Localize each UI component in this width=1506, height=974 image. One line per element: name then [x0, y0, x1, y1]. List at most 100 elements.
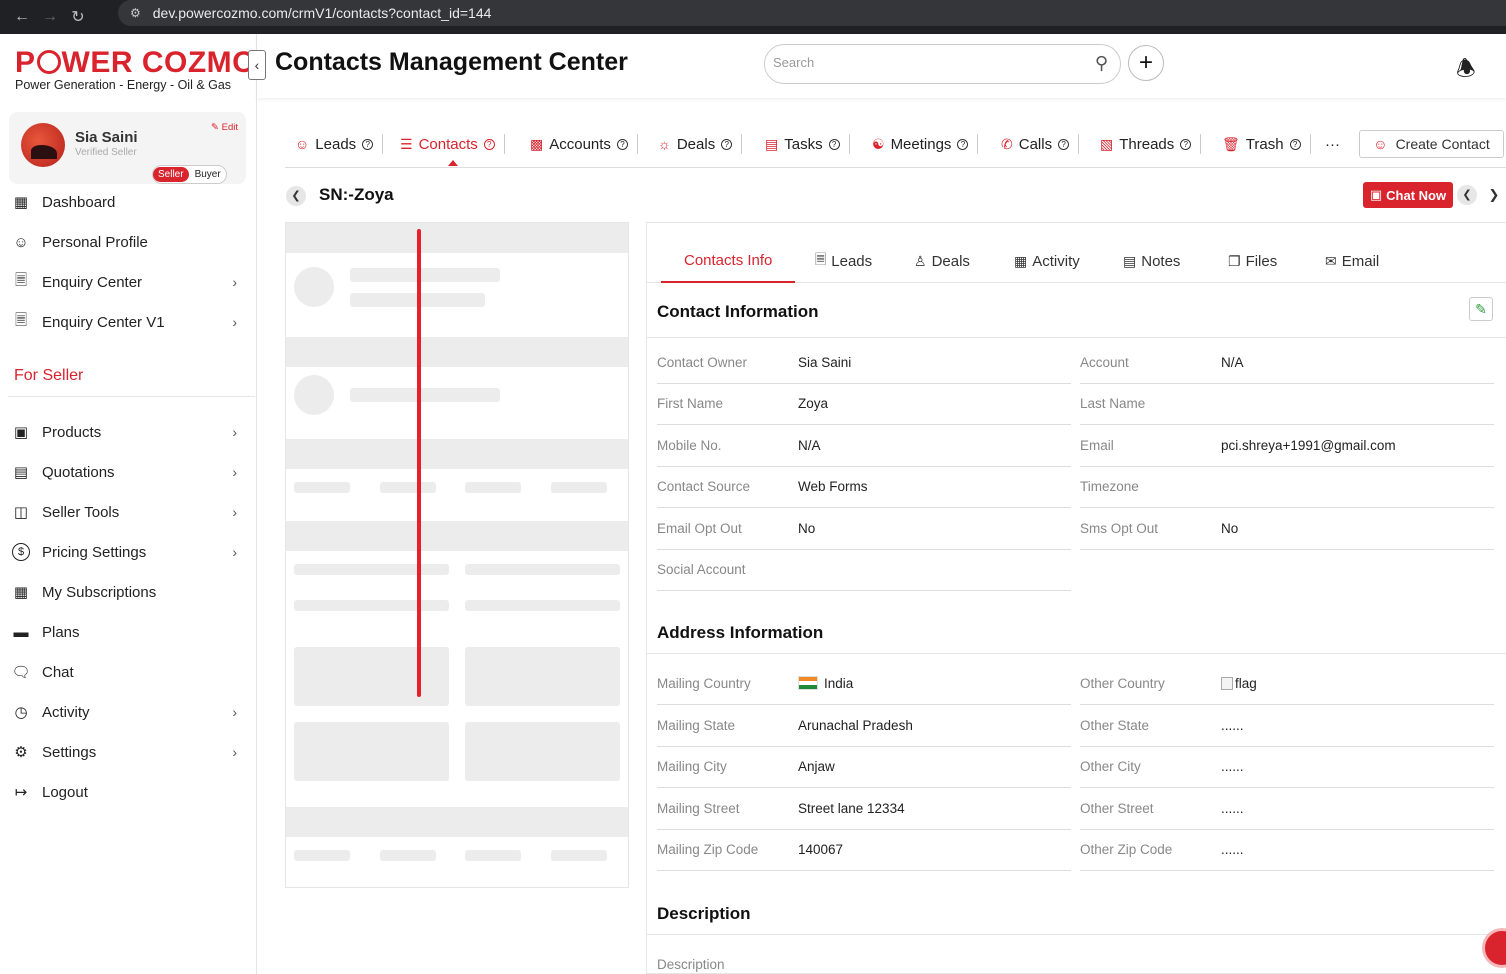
profile-edit-link[interactable]: ✎ Edit	[211, 122, 238, 133]
next-record-button[interactable]: ❯	[1486, 185, 1502, 205]
create-contact-button[interactable]: ☺ Create Contact	[1359, 130, 1504, 158]
profile-subtitle: Verified Seller	[75, 147, 137, 158]
divider	[647, 337, 1506, 338]
forward-arrow-icon[interactable]: →	[42, 8, 58, 25]
sidebar-item-personal-profile[interactable]: ☺ Personal Profile	[13, 233, 148, 251]
sidebar-item-enquiry-center[interactable]: 🗏 Enquiry Center ›	[0, 262, 257, 302]
skeleton-block	[465, 722, 620, 781]
search-icon[interactable]: ⚲	[1094, 53, 1108, 73]
sidebar-item-logout[interactable]: ↦ Logout	[0, 772, 257, 812]
chat-icon: ▣	[1369, 187, 1383, 202]
profile-name: Sia Saini	[75, 129, 138, 146]
divider	[636, 134, 638, 154]
image-icon: ▣	[13, 424, 29, 441]
back-arrow-icon[interactable]: ←	[14, 8, 30, 25]
site-settings-icon[interactable]: ⚙	[130, 6, 141, 20]
role-seller[interactable]: Seller	[153, 167, 189, 182]
previous-record-button[interactable]: ❮	[1457, 185, 1477, 205]
sidebar-item-chat[interactable]: 🗨 Chat	[11, 663, 74, 682]
field-mailing-street: Mailing Street Street lane 12334	[657, 788, 1071, 830]
sidebar-item-products[interactable]: ▣ Products ›	[13, 423, 237, 442]
skeleton-line	[465, 564, 620, 575]
field-other-state: Other State......	[1080, 705, 1494, 747]
profile-card: Sia Saini Verified Seller ✎ Edit Seller …	[9, 112, 246, 184]
sidebar-item-pricing-settings[interactable]: $ Pricing Settings ›	[0, 532, 257, 572]
contact-detail-panel: Contacts Info 🗏 Leads ♙ Deals ▦ Activity…	[646, 222, 1506, 974]
tab-tasks[interactable]: ▤ Tasks ?	[765, 128, 850, 160]
address-information-title: Address Information	[657, 623, 824, 642]
avatar[interactable]	[21, 123, 65, 167]
help-icon[interactable]: ?	[1058, 138, 1070, 150]
role-buyer[interactable]: Buyer	[194, 169, 221, 180]
tab-contacts[interactable]: ☰ Contacts ?	[400, 128, 505, 166]
address-bar[interactable]: ⚙ dev.powercozmo.com/crmV1/contacts?cont…	[118, 0, 1506, 26]
chevron-right-icon: ❯	[1488, 187, 1500, 202]
tab-contacts-info[interactable]: Contacts Info	[661, 239, 796, 283]
sidebar-item-activity[interactable]: ◷ Activity ›	[0, 692, 257, 732]
tab-threads[interactable]: ▧ Threads ?	[1100, 128, 1202, 160]
skeleton-line	[294, 850, 350, 861]
tab-detail-email[interactable]: ✉ Email	[1325, 252, 1380, 270]
help-icon[interactable]: ?	[616, 138, 628, 150]
notification-bell-icon[interactable]: 🕭	[1456, 56, 1476, 81]
sidebar-item-plans[interactable]: ▬ Plans	[13, 623, 80, 641]
divider	[1200, 134, 1202, 154]
divider	[503, 134, 505, 154]
chevron-right-icon: ›	[232, 504, 237, 520]
more-tabs-button[interactable]: ···	[1325, 128, 1340, 160]
sidebar-item-quotations[interactable]: ▤ Quotations ›	[13, 463, 237, 482]
help-icon[interactable]: ?	[1289, 138, 1301, 150]
chat-now-button[interactable]: ▣ Chat Now	[1363, 182, 1453, 208]
role-toggle[interactable]: Seller Buyer	[152, 165, 227, 184]
tab-detail-deals[interactable]: ♙ Deals	[914, 252, 970, 270]
search-input[interactable]	[773, 55, 1073, 70]
sidebar-item-seller-tools[interactable]: ◫ Seller Tools ›	[13, 503, 237, 522]
reload-icon[interactable]: ↻	[71, 9, 85, 26]
help-icon[interactable]: ?	[362, 138, 374, 150]
skeleton-bar	[286, 337, 628, 367]
help-icon[interactable]: ?	[828, 138, 840, 150]
sidebar-item-settings[interactable]: ⚙ Settings ›	[0, 732, 257, 772]
add-button[interactable]: +	[1128, 45, 1164, 81]
field-sms-opt-out: Sms Opt Out No	[1080, 508, 1494, 550]
tab-detail-files[interactable]: ❐ Files	[1228, 252, 1278, 270]
field-email-opt-out: Email Opt Out No	[657, 508, 1071, 550]
url-text[interactable]: dev.powercozmo.com/crmV1/contacts?contac…	[152, 5, 492, 21]
chevron-right-icon: ›	[232, 424, 237, 440]
tab-accounts[interactable]: ▩ Accounts ?	[530, 128, 638, 160]
clock-icon: ◷	[14, 704, 28, 721]
tab-leads[interactable]: ☺ Leads ?	[295, 128, 384, 160]
sidebar-collapse-button[interactable]: ‹	[248, 50, 266, 80]
chat-icon: 🗨	[11, 664, 31, 681]
divider	[8, 396, 255, 397]
tab-detail-activity[interactable]: ▦ Activity	[1014, 252, 1080, 270]
contacts-icon: ☰	[400, 135, 413, 152]
skeleton-avatar	[294, 267, 334, 307]
users-icon: ♙	[914, 252, 927, 269]
document-icon: 🗏	[14, 271, 28, 289]
back-button[interactable]: ❮	[286, 186, 306, 206]
tab-meetings[interactable]: ☯ Meetings ?	[872, 128, 979, 160]
help-icon[interactable]: ?	[1180, 138, 1192, 150]
help-icon[interactable]: ?	[483, 138, 495, 150]
sidebar-item-dashboard[interactable]: ▦ Dashboard	[13, 193, 116, 212]
search-box[interactable]: ⚲	[764, 44, 1121, 84]
brand-logo[interactable]: P WER COZMO Power Generation - Energy - O…	[15, 46, 256, 92]
tab-deals[interactable]: ☼ Deals ?	[658, 128, 743, 160]
page-title: Contacts Management Center	[275, 48, 628, 76]
tab-detail-notes[interactable]: ▤ Notes	[1123, 252, 1181, 270]
description-label: Description	[657, 957, 725, 972]
tab-detail-leads[interactable]: 🗏 Leads	[815, 239, 872, 283]
sidebar-item-enquiry-center-v1[interactable]: 🗏 Enquiry Center V1 ›	[0, 302, 257, 342]
tab-calls[interactable]: ✆ Calls ?	[1001, 128, 1080, 160]
help-icon[interactable]: ?	[721, 138, 733, 150]
sidebar-item-my-subscriptions[interactable]: ▦ My Subscriptions	[13, 583, 157, 602]
field-first-name: First Name Zoya	[657, 383, 1071, 425]
skeleton-line	[465, 600, 620, 611]
edit-contact-button[interactable]: ✎	[1469, 297, 1493, 321]
tab-trash[interactable]: 🗑 Trash ?	[1222, 128, 1311, 160]
field-mailing-zip: Mailing Zip Code 140067	[657, 829, 1071, 871]
help-icon[interactable]: ?	[957, 138, 969, 150]
divider	[647, 934, 1506, 935]
phone-icon: ✆	[1001, 135, 1013, 152]
